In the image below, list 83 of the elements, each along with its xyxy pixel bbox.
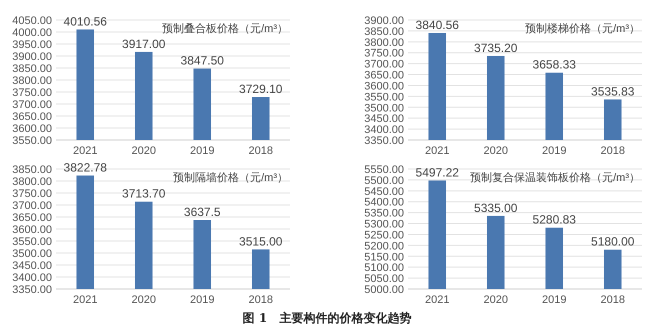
chart-title: 预制复合保温装饰板价格（元/m³） bbox=[470, 171, 640, 184]
y-tick-label: 3850.00 bbox=[364, 26, 404, 38]
x-tick-label: 2021 bbox=[425, 145, 450, 157]
data-label: 3658.33 bbox=[532, 58, 576, 72]
y-tick-label: 3600.00 bbox=[364, 80, 404, 92]
data-label: 3637.5 bbox=[184, 205, 221, 219]
y-tick-label: 5450.00 bbox=[364, 186, 404, 198]
y-tick-label: 5350.00 bbox=[364, 208, 404, 220]
chart-title: 预制隔墙价格（元/m³） bbox=[173, 171, 288, 184]
y-tick-label: 3650.00 bbox=[12, 212, 52, 224]
y-tick-label: 5200.00 bbox=[364, 240, 404, 252]
y-tick-label: 3750.00 bbox=[364, 48, 404, 60]
data-label: 3847.50 bbox=[180, 54, 224, 68]
y-tick-label: 3750.00 bbox=[12, 188, 52, 200]
x-tick-label: 2019 bbox=[190, 145, 214, 157]
x-tick-label: 2018 bbox=[600, 294, 625, 306]
x-tick-label: 2021 bbox=[73, 294, 98, 306]
y-tick-label: 3700.00 bbox=[364, 58, 404, 71]
data-label: 3917.00 bbox=[122, 36, 166, 51]
y-tick-label: 5500.00 bbox=[364, 174, 404, 187]
y-tick-label: 3450.00 bbox=[12, 260, 52, 272]
data-label: 3515.00 bbox=[239, 234, 283, 248]
x-tick-label: 2021 bbox=[425, 294, 450, 306]
y-tick-label: 3550.00 bbox=[12, 236, 52, 248]
x-tick-label: 2019 bbox=[542, 294, 566, 306]
y-tick-label: 3950.00 bbox=[12, 39, 52, 51]
y-tick-label: 3850.00 bbox=[12, 164, 52, 176]
x-tick-label: 2019 bbox=[542, 145, 566, 157]
y-tick-label: 3600.00 bbox=[12, 123, 52, 135]
y-tick-label: 3400.00 bbox=[364, 124, 404, 136]
x-tick-label: 2020 bbox=[132, 145, 156, 157]
data-label: 3535.83 bbox=[591, 84, 635, 98]
data-label: 3840.56 bbox=[416, 18, 460, 32]
chart-title: 预制叠合板价格（元/m³） bbox=[162, 22, 288, 35]
y-tick-label: 3850.00 bbox=[12, 63, 52, 75]
y-tick-label: 3700.00 bbox=[12, 99, 52, 111]
caption: 图 1 主要构件的价格变化趋势 bbox=[242, 311, 412, 325]
data-label: 5335.00 bbox=[474, 200, 518, 215]
y-tick-label: 3500.00 bbox=[364, 102, 404, 114]
data-label: 3735.20 bbox=[474, 40, 518, 55]
y-tick-label: 3550.00 bbox=[12, 135, 52, 147]
y-tick-label: 4000.00 bbox=[12, 27, 52, 39]
y-tick-label: 5550.00 bbox=[364, 164, 404, 176]
x-tick-label: 2020 bbox=[484, 294, 508, 306]
data-label: 5180.00 bbox=[591, 234, 635, 249]
chart-title: 预制楼梯价格（元/m³） bbox=[525, 22, 640, 35]
data-label: 5497.22 bbox=[416, 166, 460, 180]
y-tick-label: 3800.00 bbox=[12, 75, 52, 87]
y-tick-label: 5100.00 bbox=[364, 262, 404, 274]
y-tick-label: 3700.00 bbox=[12, 200, 52, 212]
x-tick-label: 2018 bbox=[248, 145, 273, 157]
y-tick-label: 3600.00 bbox=[12, 224, 52, 236]
x-tick-label: 2021 bbox=[73, 145, 98, 157]
y-tick-label: 3650.00 bbox=[12, 111, 52, 123]
data-label: 3713.70 bbox=[122, 186, 166, 201]
y-tick-label: 3900.00 bbox=[364, 15, 404, 27]
y-tick-label: 4050.00 bbox=[12, 15, 52, 27]
y-tick-label: 3400.00 bbox=[12, 272, 52, 284]
y-tick-label: 3500.00 bbox=[12, 248, 52, 260]
x-tick-label: 2019 bbox=[190, 294, 214, 306]
y-tick-label: 3650.00 bbox=[364, 70, 404, 82]
y-tick-label: 5300.00 bbox=[364, 218, 404, 231]
x-tick-label: 2020 bbox=[132, 294, 156, 306]
y-tick-label: 5250.00 bbox=[364, 229, 404, 242]
data-label: 3822.78 bbox=[64, 160, 108, 175]
y-tick-label: 3750.00 bbox=[12, 87, 52, 99]
y-tick-label: 3800.00 bbox=[12, 176, 52, 188]
x-tick-label: 2018 bbox=[248, 294, 273, 306]
y-tick-label: 3550.00 bbox=[364, 91, 404, 104]
y-tick-label: 3350.00 bbox=[364, 135, 404, 147]
y-tick-label: 5150.00 bbox=[364, 251, 404, 264]
y-tick-label: 3800.00 bbox=[364, 36, 404, 49]
y-tick-label: 3900.00 bbox=[12, 51, 52, 63]
y-tick-label: 5000.00 bbox=[364, 284, 404, 296]
data-label: 5280.83 bbox=[532, 212, 576, 227]
y-tick-label: 3450.00 bbox=[364, 113, 404, 126]
y-tick-label: 5050.00 bbox=[364, 273, 404, 286]
y-tick-label: 3350.00 bbox=[12, 284, 52, 296]
y-tick-label: 5400.00 bbox=[364, 196, 404, 209]
data-label: 3729.10 bbox=[239, 82, 283, 96]
x-tick-label: 2018 bbox=[600, 145, 625, 157]
x-tick-label: 2020 bbox=[484, 145, 508, 157]
data-label: 4010.56 bbox=[64, 14, 108, 28]
